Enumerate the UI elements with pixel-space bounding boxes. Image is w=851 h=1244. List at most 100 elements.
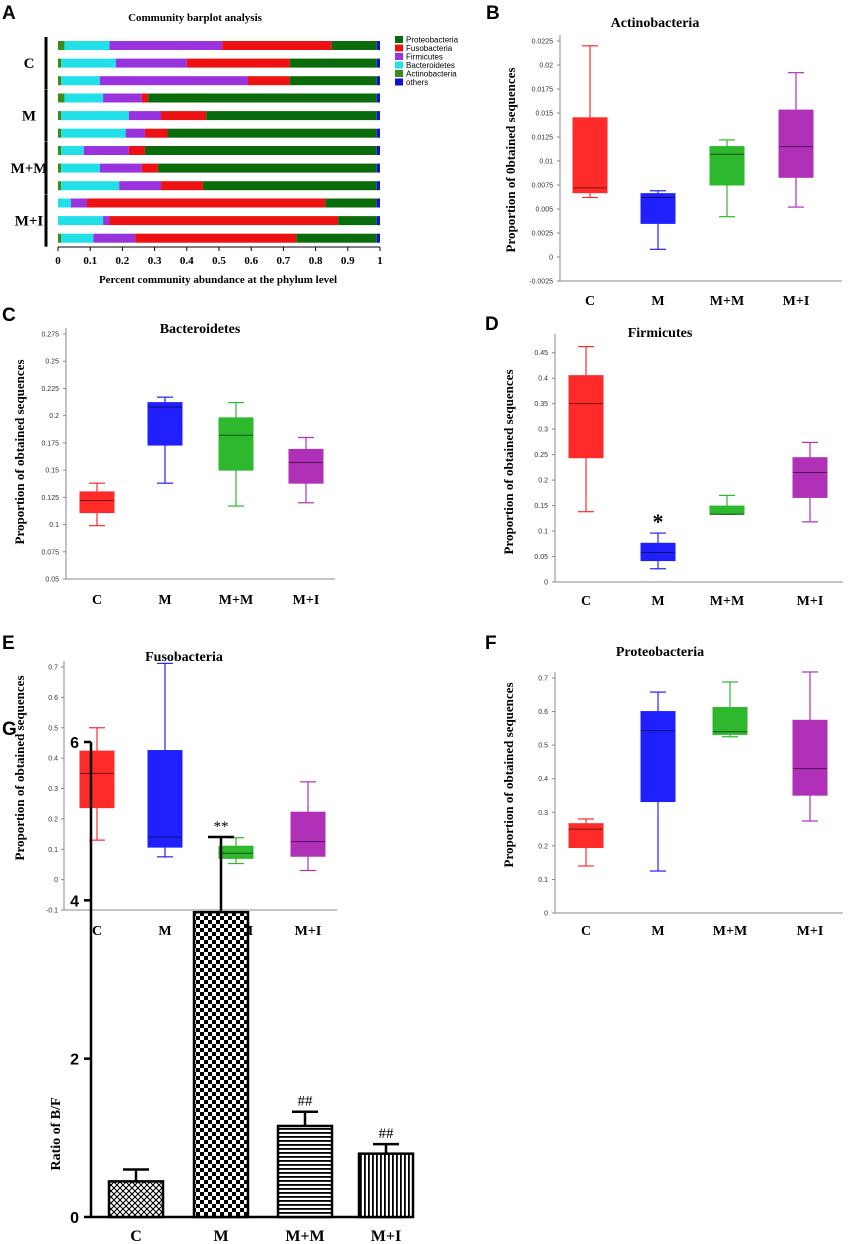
x-category-label-m: M bbox=[651, 594, 664, 609]
bar-segment-mplusi-2-others bbox=[376, 216, 380, 226]
box-mplusm bbox=[709, 139, 745, 218]
bar-segment-c-1-others bbox=[376, 41, 380, 50]
x-tick-label: 0.6 bbox=[244, 255, 258, 267]
legend-label-firmicutes: Firmicutes bbox=[406, 53, 443, 62]
panel-label-b: B bbox=[486, 3, 500, 24]
y-tick-label: 0.7 bbox=[48, 665, 58, 672]
x-tick-label: 1 bbox=[377, 255, 383, 267]
box-mplusi-iqr bbox=[778, 109, 814, 178]
x-category-label-mplusi: M+I bbox=[293, 593, 320, 608]
legend-label-bacteroidetes: Bacteroidetes bbox=[406, 61, 455, 70]
y-tick-label: 0.1 bbox=[49, 522, 59, 529]
bar-segment-m-1-actinobacteria bbox=[58, 93, 65, 103]
box-c-iqr bbox=[79, 750, 115, 809]
bar-segment-c-1-bacteroidetes bbox=[64, 41, 110, 50]
x-category-label-mplusm: M+M bbox=[710, 594, 744, 609]
box-m bbox=[147, 662, 183, 858]
chart-title: Actinobacteria bbox=[611, 16, 700, 31]
bar-segment-m-3-bacteroidetes bbox=[61, 128, 126, 138]
box-mplusm bbox=[709, 494, 745, 515]
y-tick-label: 0 bbox=[549, 255, 553, 262]
chart-title: Community barplot analysis bbox=[128, 12, 263, 24]
box-mplusi-iqr bbox=[288, 448, 324, 484]
legend-swatch-firmicutes bbox=[395, 53, 403, 60]
bar-segment-mplusm-3-fusobacteria bbox=[161, 181, 203, 191]
x-category-label-c: C bbox=[92, 593, 102, 608]
y-tick-label: 0.1 bbox=[538, 529, 548, 536]
legend-label-proteobacteria: Proteobacteria bbox=[406, 36, 459, 45]
y-tick-label: 0.005 bbox=[535, 207, 553, 214]
bar-segment-mplusi-3-others bbox=[376, 233, 380, 243]
y-tick-label: 0.0075 bbox=[532, 183, 554, 190]
y-tick-label: 0.25 bbox=[534, 452, 548, 459]
x-category-label-c: C bbox=[130, 1228, 142, 1244]
box-m-iqr bbox=[640, 711, 676, 803]
y-tick-label: 0.25 bbox=[45, 359, 59, 366]
legend-swatch-actinobacteria bbox=[395, 70, 403, 77]
y-tick-label: 0.5 bbox=[538, 743, 548, 750]
x-tick-label: 0.4 bbox=[180, 255, 194, 267]
box-m-iqr bbox=[147, 402, 183, 446]
y-tick-label: 0.05 bbox=[45, 577, 59, 584]
bar-segment-c-2-firmicutes bbox=[115, 58, 187, 68]
y-axis-label: Ratio of B/F bbox=[49, 1097, 64, 1170]
bar-segment-c-3-actinobacteria bbox=[58, 76, 62, 86]
panel-e-fusobacteria: Fusobacteria Proportion of obtained sequ… bbox=[12, 650, 337, 939]
bar-segment-m-3-actinobacteria bbox=[58, 128, 62, 138]
y-axis-label: Proportion of obtained sequences bbox=[501, 682, 516, 867]
box-mplusm bbox=[218, 837, 254, 865]
legend-swatch-bacteroidetes bbox=[395, 61, 403, 69]
bar-segment-c-1-firmicutes bbox=[109, 41, 223, 50]
bar-segment-m-1-fusobacteria bbox=[141, 93, 149, 103]
legend-swatch-proteobacteria bbox=[395, 36, 403, 43]
legend-label-others: others bbox=[406, 78, 428, 87]
y-tick-label: 0.05 bbox=[534, 554, 548, 561]
legend-label-actinobacteria: Actinobacteria bbox=[406, 70, 457, 79]
bar-segment-m-3-firmicutes bbox=[125, 128, 145, 138]
y-axis-label: Proportion of 0btained sequences bbox=[503, 67, 518, 252]
bar-segment-m-2-firmicutes bbox=[128, 111, 162, 121]
bar-segment-m-2-others bbox=[376, 111, 380, 121]
box-m-iqr bbox=[640, 193, 676, 224]
y-tick-label: 0.175 bbox=[41, 440, 59, 447]
bar-segment-m-3-others bbox=[376, 128, 380, 138]
bar-segment-m-2-fusobacteria bbox=[161, 111, 207, 121]
y-tick-label: 0.1 bbox=[538, 877, 548, 884]
significance-marker-mplusm: ## bbox=[298, 1094, 314, 1110]
y-tick-label: 0.15 bbox=[45, 468, 59, 475]
significance-marker-mplusi: ## bbox=[379, 1126, 395, 1142]
x-category-label-m: M bbox=[213, 1228, 228, 1244]
bar-segment-m-2-actinobacteria bbox=[58, 111, 62, 121]
box-mplusi bbox=[778, 72, 814, 208]
box-mplusm-iqr bbox=[712, 707, 748, 735]
x-category-label-m: M bbox=[158, 924, 171, 939]
box-c bbox=[568, 818, 604, 867]
y-tick-label: 0.45 bbox=[534, 350, 548, 357]
box-m bbox=[147, 396, 183, 484]
x-category-label-m: M bbox=[158, 593, 171, 608]
y-tick-label: 0.2 bbox=[49, 413, 59, 420]
y-tick-label: 0.35 bbox=[534, 401, 548, 408]
bar-segment-mplusi-3-proteobacteria bbox=[296, 233, 377, 243]
x-tick-label: 0.8 bbox=[309, 255, 323, 267]
bar-segment-mplusm-1-others bbox=[376, 146, 380, 155]
bar-segment-mplusm-3-bacteroidetes bbox=[61, 181, 120, 191]
x-category-label-mplusm: M+M bbox=[219, 593, 253, 608]
bar-segment-mplusm-2-actinobacteria bbox=[58, 163, 62, 173]
bar-segment-mplusm-3-actinobacteria bbox=[58, 181, 62, 191]
panel-d-firmicutes: Firmicutes Proportion of obtained sequen… bbox=[501, 326, 843, 609]
box-c-iqr bbox=[79, 491, 115, 514]
y-tick-label: 0.2 bbox=[48, 816, 58, 823]
y-tick-label: 0.275 bbox=[41, 332, 59, 339]
box-m-iqr bbox=[640, 542, 676, 562]
x-category-label-mplusi: M+I bbox=[371, 1228, 401, 1244]
panel-label-a: A bbox=[2, 3, 16, 24]
panel-b-actinobacteria: Actinobacteria Proportion of 0btained se… bbox=[503, 16, 842, 309]
y-tick-label: -0.0025 bbox=[529, 279, 553, 286]
x-category-label-c: C bbox=[92, 924, 102, 939]
box-mplusi bbox=[288, 436, 324, 504]
chart-title: Firmicutes bbox=[628, 326, 693, 341]
bar-segment-mplusm-1-fusobacteria bbox=[128, 146, 145, 155]
box-mplusi bbox=[290, 781, 326, 872]
bar-segment-c-2-fusobacteria bbox=[186, 58, 290, 68]
